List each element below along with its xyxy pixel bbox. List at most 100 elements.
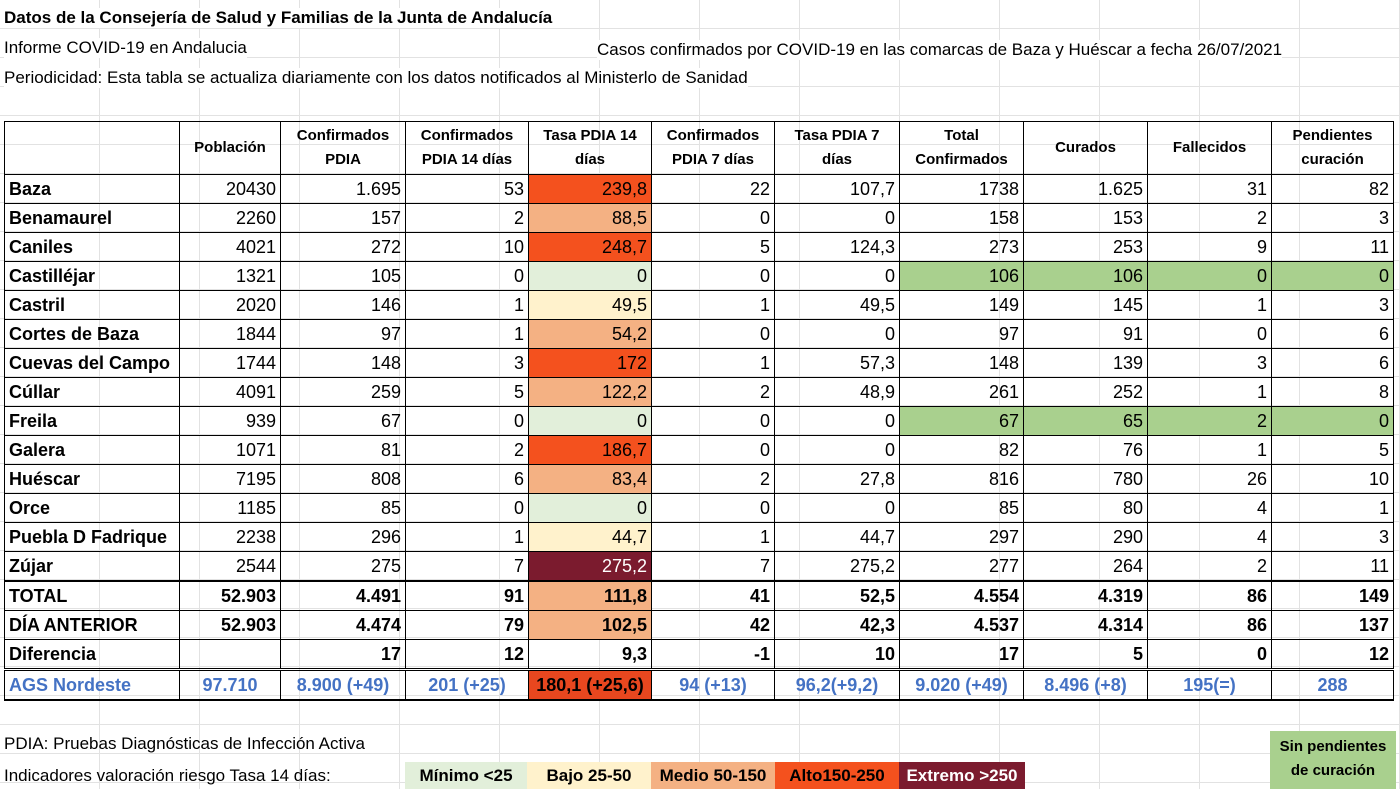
table-cell: 82 [1271,174,1394,204]
column-header: Población [179,121,281,175]
table-cell: 2 [405,203,529,233]
table-cell: 1738 [899,174,1024,204]
table-cell: 816 [899,464,1024,494]
table-cell: 49,5 [528,290,652,320]
table-cell: 273 [899,232,1024,262]
column-header: Curados [1023,121,1148,175]
table-cell: 97.710 [179,668,281,701]
column-header: Tasa PDIA 14 días [528,121,652,175]
table-cell: 1 [405,522,529,552]
table-cell: 0 [651,261,775,291]
row-label: Freila [4,406,180,436]
table-cell: 0 [1271,261,1394,291]
table-cell: 1 [1147,435,1272,465]
table-cell: 272 [280,232,406,262]
table-cell: 0 [1147,639,1272,670]
covid-table: Población Confirmados PDIA Confirmados PDI… [4,121,1394,701]
table-cell: 0 [651,406,775,436]
table-cell: 1744 [179,348,281,378]
row-label: Zújar [4,551,180,582]
table-cell: 0 [774,203,900,233]
row-label: Cúllar [4,377,180,407]
table-cell: 0 [1147,261,1272,291]
table-cell: 2 [651,377,775,407]
table-cell: 10 [405,232,529,262]
table-cell: 52.903 [179,580,281,611]
table-cell: 11 [1271,232,1394,262]
table-cell: 261 [899,377,1024,407]
table-cell: 275,2 [774,551,900,582]
table-cell: 0 [774,406,900,436]
table-cell: 2544 [179,551,281,582]
table-header-row: Población Confirmados PDIA Confirmados PDI… [4,121,1394,175]
table-cell: 0 [405,406,529,436]
table-cell: 82 [899,435,1024,465]
table-row: Freila 939 67 0 0 0 0 67 65 2 0 [4,406,1394,436]
table-cell: 1321 [179,261,281,291]
table-cell: 106 [1023,261,1148,291]
table-cell: 67 [899,406,1024,436]
table-cell: 275 [280,551,406,582]
table-cell: 8 [1271,377,1394,407]
table-cell: 52.903 [179,610,281,640]
legend-bajo: Bajo 25-50 [527,762,651,789]
table-cell: 44,7 [774,522,900,552]
table-cell: 12 [405,639,529,670]
table-cell: 105 [280,261,406,291]
table-cell: 0 [405,493,529,523]
column-header [4,121,180,175]
table-cell: 195(=) [1147,668,1272,701]
table-cell: 1 [651,348,775,378]
table-cell: 7 [651,551,775,582]
table-cell: 2020 [179,290,281,320]
table-cell: 4091 [179,377,281,407]
table-cell: 139 [1023,348,1148,378]
table-cell: 201 (+25) [405,668,529,701]
table-cell: 27,8 [774,464,900,494]
table-row: Benamaurel 2260 157 2 88,5 0 0 158 153 2 3 [4,203,1394,233]
table-cell: 158 [899,203,1024,233]
table-cell: 0 [528,261,652,291]
table-cell: 107,7 [774,174,900,204]
row-label: Baza [4,174,180,204]
row-label: Puebla D Fadrique [4,522,180,552]
table-cell: 42 [651,610,775,640]
table-cell: 67 [280,406,406,436]
table-cell: 1 [1147,290,1272,320]
table-cell: 26 [1147,464,1272,494]
table-cell: 17 [899,639,1024,670]
table-cell: 102,5 [528,610,652,640]
table-cell: 259 [280,377,406,407]
column-header: Total Confirmados [899,121,1024,175]
row-label: Huéscar [4,464,180,494]
row-label: Castril [4,290,180,320]
table-cell: 97 [280,319,406,349]
table-cell: 4 [1147,493,1272,523]
column-header: Fallecidos [1147,121,1272,175]
row-label: Diferencia [4,639,180,670]
table-cell: 81 [280,435,406,465]
table-cell: 1185 [179,493,281,523]
table-cell: 9.020 (+49) [899,668,1024,701]
table-cell: 808 [280,464,406,494]
table-cell: 3 [1271,203,1394,233]
table-cell: 4021 [179,232,281,262]
table-row: Galera 1071 81 2 186,7 0 0 82 76 1 5 [4,435,1394,465]
row-label: Cuevas del Campo [4,348,180,378]
table-cell: 148 [899,348,1024,378]
table-cell: 0 [774,493,900,523]
table-cell: 22 [651,174,775,204]
report-caption: Casos confirmados por COVID-19 en las co… [597,40,1283,60]
table-cell [179,639,281,670]
table-cell: 91 [1023,319,1148,349]
table-cell: 0 [651,435,775,465]
table-cell: 1 [651,522,775,552]
difference-row: Diferencia 17 12 9,3 -1 10 17 5 0 12 [4,639,1394,670]
table-cell: 65 [1023,406,1148,436]
table-cell: 97 [899,319,1024,349]
table-cell: 3 [1147,348,1272,378]
periodicity-note: Periodicidad: Esta tabla se actualiza di… [4,68,748,88]
report-subtitle: Informe COVID-19 en Andalucia [4,38,247,58]
table-cell: 79 [405,610,529,640]
table-cell: 149 [1271,580,1394,611]
